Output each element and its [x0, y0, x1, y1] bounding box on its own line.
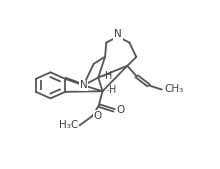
- Text: H: H: [109, 85, 117, 95]
- Text: N: N: [80, 80, 87, 90]
- Text: N: N: [114, 29, 122, 39]
- Text: O: O: [116, 105, 125, 115]
- Text: ···: ···: [101, 73, 108, 82]
- Text: ···: ···: [105, 87, 112, 96]
- Text: O: O: [94, 111, 102, 121]
- Text: CH₃: CH₃: [164, 84, 183, 94]
- Text: H₃C: H₃C: [59, 120, 78, 130]
- Text: H: H: [105, 71, 112, 81]
